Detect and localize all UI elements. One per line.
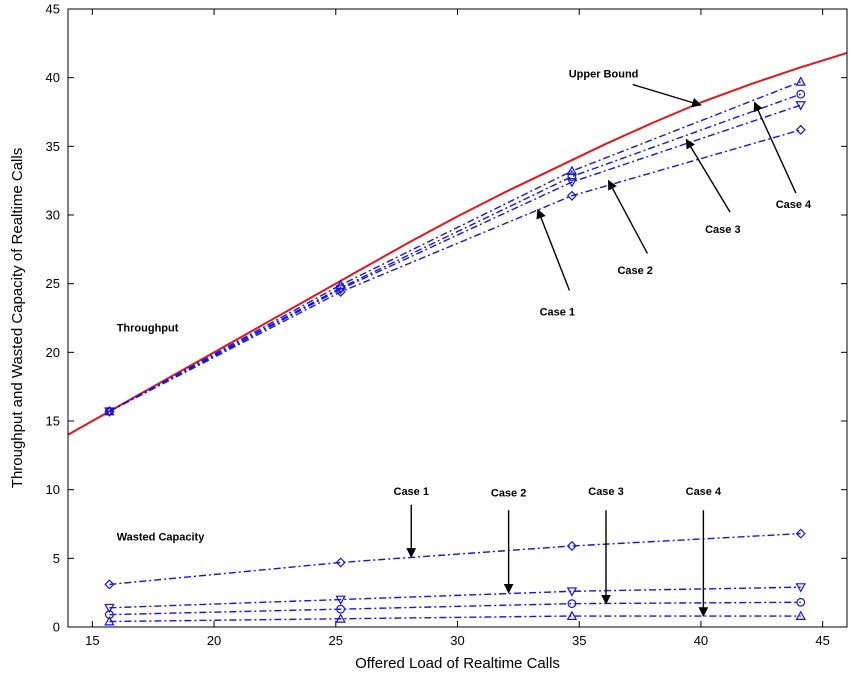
annotation-label: Case 3 xyxy=(705,224,740,236)
series-throughput-triangle-up xyxy=(104,76,806,416)
triangle-up-marker xyxy=(566,610,578,620)
diamond-marker xyxy=(566,190,577,201)
triangle-down-marker xyxy=(566,587,578,597)
annotation-arrow xyxy=(536,208,571,291)
diamond-marker xyxy=(795,528,806,539)
triangle-up-marker xyxy=(566,165,578,176)
y-axis-label: Throughput and Wasted Capacity of Realti… xyxy=(9,148,26,488)
triangle-down-marker xyxy=(795,583,806,593)
annotation-label: Case 3 xyxy=(588,486,623,498)
x-tick-label: 25 xyxy=(329,633,343,648)
annotation-arrow xyxy=(685,138,731,213)
triangle-down-marker xyxy=(104,603,115,614)
y-tick-label: 20 xyxy=(46,345,60,360)
y-tick-label: 45 xyxy=(46,2,60,17)
series-wasted-triangle-down xyxy=(104,583,806,614)
y-tick-label: 25 xyxy=(46,276,60,291)
circle-marker xyxy=(796,89,806,99)
series-line xyxy=(109,104,801,413)
x-tick-label: 30 xyxy=(450,633,464,648)
circle-marker xyxy=(336,604,346,614)
series-line xyxy=(109,586,801,609)
triangle-up-marker xyxy=(104,616,115,626)
series-line xyxy=(109,615,801,623)
series-line xyxy=(109,81,802,413)
y-tick-label: 5 xyxy=(53,551,60,566)
annotation-label: Wasted Capacity xyxy=(117,531,206,543)
triangle-up-marker xyxy=(335,613,346,623)
series-wasted-circle xyxy=(104,597,806,620)
x-tick-label: 45 xyxy=(815,633,829,648)
series-throughput-triangle-down xyxy=(104,101,806,417)
triangle-up-marker xyxy=(795,76,806,86)
x-axis-label: Offered Load of Realtime Calls xyxy=(355,655,560,672)
annotation-label: Upper Bound xyxy=(569,69,639,81)
series-line xyxy=(109,93,801,413)
series-line xyxy=(109,129,801,413)
circle-marker xyxy=(567,599,577,609)
x-tick-label: 40 xyxy=(694,633,708,648)
series-line xyxy=(109,532,801,586)
circle-marker xyxy=(567,172,577,181)
circle-marker xyxy=(796,597,806,607)
annotation-label: Case 4 xyxy=(686,486,722,498)
annotation-label: Case 2 xyxy=(491,488,526,500)
y-tick-label: 30 xyxy=(46,208,60,223)
triangle-down-marker xyxy=(566,178,578,188)
y-tick-label: 0 xyxy=(53,620,60,635)
diamond-marker xyxy=(335,557,346,568)
series-wasted-diamond xyxy=(104,528,806,590)
annotation-arrow xyxy=(607,179,648,254)
series-wasted-triangle-up xyxy=(104,610,806,626)
annotation-label: Case 1 xyxy=(394,486,429,498)
triangle-up-marker xyxy=(795,610,806,620)
triangle-down-marker xyxy=(335,595,346,605)
diamond-marker xyxy=(566,540,577,552)
diamond-marker xyxy=(795,124,806,135)
x-tick-label: 20 xyxy=(207,633,221,648)
triangle-up-marker xyxy=(335,279,346,289)
y-tick-label: 40 xyxy=(46,70,60,85)
series-line xyxy=(109,601,801,616)
annotation-label: Case 2 xyxy=(617,265,652,277)
triangle-up-marker xyxy=(104,405,115,416)
annotation-arrow xyxy=(753,101,797,194)
x-tick-label: 15 xyxy=(85,633,99,648)
annotation-label: Case 4 xyxy=(776,199,812,211)
x-tick-label: 35 xyxy=(572,633,586,648)
series-throughput-diamond xyxy=(104,124,806,417)
y-tick-label: 15 xyxy=(46,414,60,429)
triangle-down-marker xyxy=(795,101,806,111)
y-tick-label: 10 xyxy=(46,482,60,497)
annotation-arrow xyxy=(632,83,702,108)
annotation-label: Case 1 xyxy=(540,306,575,318)
y-tick-label: 35 xyxy=(46,139,60,154)
annotation-label: Throughput xyxy=(117,323,179,335)
diamond-marker xyxy=(104,579,115,590)
